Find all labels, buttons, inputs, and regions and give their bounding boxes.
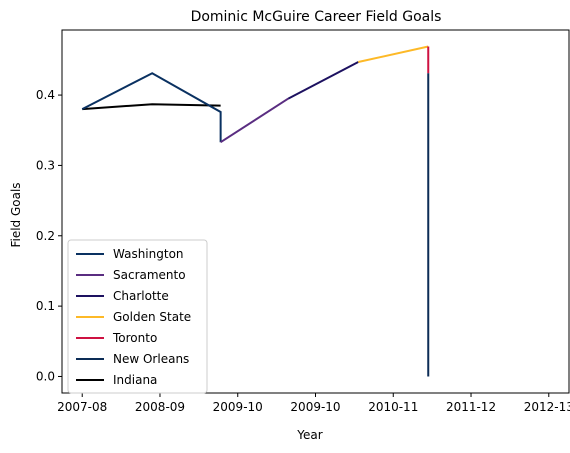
legend-label-4: Toronto <box>112 331 157 345</box>
x-tick-label-2: 2009-10 <box>213 400 263 414</box>
series-layer <box>81 45 430 377</box>
y-axis-label: Field Goals <box>9 182 23 247</box>
legend-box <box>67 239 208 394</box>
series-line-3 <box>358 45 429 63</box>
x-axis: 2007-08 2008-09 2009-10 2009-10 2010-11 2011-… <box>57 393 570 414</box>
x-tick-label-4: 2010-11 <box>368 400 418 414</box>
series-line-0 <box>81 72 222 143</box>
series-line-1 <box>220 97 289 144</box>
y-axis: 0.0 0.1 0.2 0.3 0.4 <box>36 88 62 383</box>
legend-label-6: Indiana <box>113 373 157 387</box>
x-axis-label: Year <box>296 428 322 442</box>
chart-title: Dominic McGuire Career Field Goals <box>191 9 442 25</box>
x-tick-label-1: 2008-09 <box>135 400 185 414</box>
x-tick-label-3: 2009-10 <box>290 400 340 414</box>
series-line-6 <box>82 103 221 111</box>
x-tick-label-0: 2007-08 <box>57 400 107 414</box>
series-line-2 <box>287 61 359 100</box>
legend-label-2: Charlotte <box>113 289 169 303</box>
y-tick-label-3: 0.3 <box>36 158 55 172</box>
x-tick-label-5: 2011-12 <box>446 400 496 414</box>
x-tick-label-6: 2012-13 <box>524 400 570 414</box>
legend-label-5: New Orleans <box>113 352 189 366</box>
y-tick-label-0: 0.0 <box>36 369 55 383</box>
y-tick-label-4: 0.4 <box>36 88 55 102</box>
legend-label-1: Sacramento <box>113 268 186 282</box>
legend-label-0: Washington <box>113 247 184 261</box>
legend-label-3: Golden State <box>113 310 191 324</box>
y-tick-label-2: 0.2 <box>36 229 55 243</box>
y-tick-label-1: 0.1 <box>36 299 55 313</box>
legend: Washington Sacramento Charlotte Golden Stat… <box>67 239 208 394</box>
